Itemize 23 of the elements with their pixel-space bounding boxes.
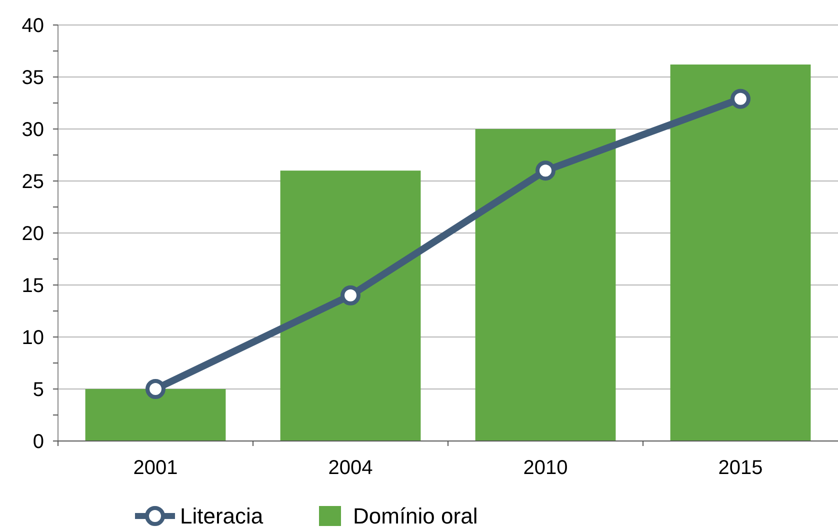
bar [475,129,616,441]
y-tick-label: 30 [22,119,44,141]
point [340,285,360,306]
y-tick-label: 15 [22,275,44,297]
legend-label: Literacia [180,504,264,528]
x-tick-label: 2010 [523,457,568,479]
point [730,88,750,109]
legend-label: Domínio oral [353,504,478,528]
point [536,160,556,181]
y-tick-label: 25 [22,171,44,193]
y-tick-label: 5 [32,379,44,401]
y-tick-label: 0 [32,431,44,453]
x-tick-label: 2001 [133,457,178,479]
x-tick-label: 2015 [718,457,763,479]
y-tick-label: 10 [22,327,44,349]
y-tick-label: 35 [22,67,44,89]
x-tick-label: 2004 [328,457,373,479]
y-tick-label: 40 [22,15,44,37]
bar [85,389,226,441]
point [146,379,166,399]
y-tick-label: 20 [22,223,44,245]
bar [280,170,421,441]
bar [670,64,811,441]
